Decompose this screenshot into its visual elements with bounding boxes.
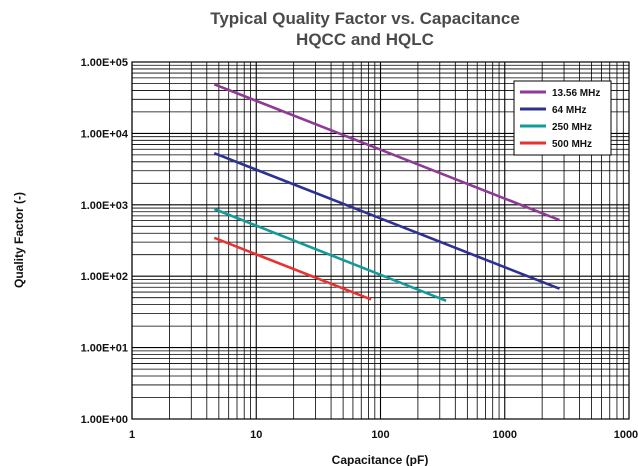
x-axis-label: Capacitance (pF) — [332, 453, 429, 466]
y-tick-label: 1.00E+01 — [81, 343, 128, 355]
y-tick-label: 1.00E+00 — [81, 414, 128, 426]
legend-label: 500 MHz — [552, 139, 592, 150]
y-tick-label: 1.00E+04 — [81, 128, 129, 140]
series-line-500-mhz — [213, 236, 372, 301]
y-tick-label: 1.00E+03 — [81, 200, 128, 212]
chart-title: Typical Quality Factor vs. Capacitance — [210, 9, 520, 28]
plot-area-frame — [131, 61, 630, 420]
y-tick-label: 1.00E+05 — [81, 57, 128, 69]
legend-label: 64 MHz — [552, 105, 586, 116]
series-line-64-mhz — [213, 152, 560, 290]
series-lines — [213, 83, 560, 302]
legend: 13.56 MHz 64 MHz 250 MHz 500 MHz — [513, 80, 612, 156]
chart-grid — [131, 62, 629, 420]
tick-labels: 1 10 100 1000 10000 1.00E+00 1.00E+01 1.00E+02 1… — [81, 57, 638, 441]
y-axis-label: Quality Factor (-) — [12, 192, 26, 288]
chart-subtitle: HQCC and HQLC — [296, 30, 434, 49]
x-tick-label: 1000 — [493, 429, 517, 441]
y-tick-label: 1.00E+02 — [81, 271, 128, 283]
legend-label: 13.56 MHz — [552, 88, 600, 99]
series-line-13-56-mhz — [213, 83, 560, 222]
series-line-250-mhz — [213, 207, 447, 302]
legend-label: 250 MHz — [552, 122, 592, 133]
x-tick-label: 10 — [250, 429, 262, 441]
x-tick-label: 10000 — [614, 429, 638, 441]
x-tick-label: 100 — [371, 429, 389, 441]
x-tick-label: 1 — [129, 429, 135, 441]
